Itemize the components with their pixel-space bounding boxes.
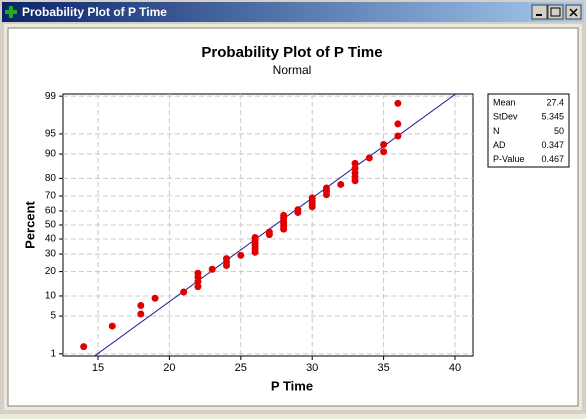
- data-point: [351, 164, 359, 172]
- data-point: [337, 180, 345, 188]
- x-tick-label: 35: [377, 362, 389, 374]
- data-point: [351, 159, 359, 167]
- y-tick-label: 70: [45, 191, 57, 202]
- data-point: [108, 322, 116, 330]
- stat-value: 50: [554, 126, 564, 136]
- data-point: [194, 269, 202, 277]
- data-point: [137, 310, 145, 318]
- maximize-button[interactable]: [547, 4, 564, 20]
- stats-box: [487, 93, 570, 168]
- data-point: [365, 154, 373, 162]
- y-tick-label: 95: [45, 129, 57, 140]
- data-point: [380, 140, 388, 148]
- data-point: [208, 265, 216, 273]
- y-tick-label: 20: [45, 266, 57, 277]
- data-point: [394, 99, 402, 107]
- data-point: [251, 233, 259, 241]
- chart-subtitle: Normal: [273, 63, 312, 77]
- x-tick-label: 40: [449, 362, 461, 374]
- y-tick-label: 40: [45, 234, 57, 245]
- data-point: [380, 148, 388, 156]
- stat-value: 0.467: [541, 154, 564, 164]
- fit-line: [93, 94, 457, 356]
- data-point: [223, 255, 231, 263]
- stat-label: P-Value: [493, 154, 524, 164]
- plot-clip: [93, 94, 457, 356]
- data-point: [294, 206, 302, 214]
- y-tick-label: 1: [50, 348, 56, 359]
- y-axis-label: Percent: [22, 200, 37, 248]
- data-point: [280, 211, 288, 219]
- title-bar: [2, 2, 584, 22]
- y-tick-label: 99: [45, 91, 57, 102]
- minimize-button[interactable]: [531, 4, 548, 20]
- y-tick-label: 60: [45, 206, 57, 217]
- y-tick-label: 5: [50, 311, 56, 322]
- stat-value: 0.347: [541, 140, 564, 150]
- stat-label: StDev: [493, 112, 518, 122]
- x-tick-label: 20: [163, 362, 175, 374]
- x-tick-label: 25: [235, 362, 247, 374]
- data-point: [322, 184, 330, 192]
- window-title: Probability Plot of P Time: [22, 5, 167, 19]
- y-tick-label: 80: [45, 173, 57, 184]
- y-tick-label: 10: [45, 291, 57, 302]
- stat-label: N: [493, 126, 500, 136]
- y-tick-label: 50: [45, 220, 57, 231]
- data-point: [308, 194, 316, 202]
- data-point: [80, 343, 88, 351]
- stat-label: Mean: [493, 97, 516, 107]
- y-tick-label: 30: [45, 249, 57, 260]
- data-point: [137, 302, 145, 310]
- x-axis-label: P Time: [271, 378, 313, 393]
- y-tick-label: 90: [45, 149, 57, 160]
- stat-label: AD: [493, 140, 506, 150]
- data-point: [394, 120, 402, 128]
- data-point: [151, 294, 159, 302]
- chart-title: Probability Plot of P Time: [201, 44, 382, 61]
- stat-value: 27.4: [546, 97, 564, 107]
- app-icon: [5, 6, 17, 18]
- data-point: [265, 228, 273, 236]
- data-point: [237, 251, 245, 259]
- data-point: [180, 288, 188, 296]
- x-tick-label: 30: [306, 362, 318, 374]
- stat-value: 5.345: [541, 112, 564, 122]
- data-point: [194, 283, 202, 291]
- window-buttons[interactable]: [531, 4, 582, 20]
- x-tick-label: 15: [92, 362, 104, 374]
- data-point: [394, 132, 402, 140]
